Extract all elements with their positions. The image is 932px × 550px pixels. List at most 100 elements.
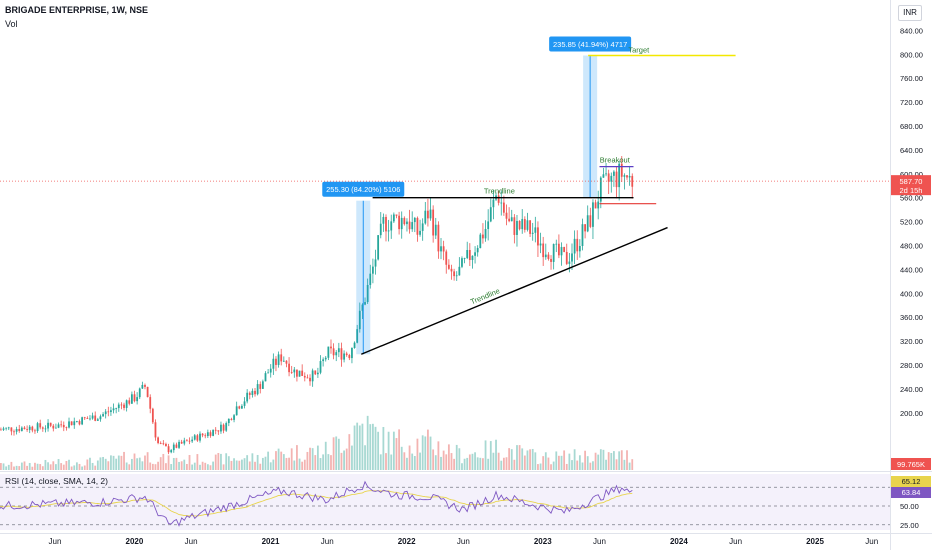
candle-body xyxy=(463,258,466,259)
candle-body xyxy=(199,433,201,441)
volume-bar xyxy=(275,451,277,470)
candle-body xyxy=(277,354,280,365)
volume-bar xyxy=(112,455,115,470)
volume-bar xyxy=(442,450,445,470)
candle-body xyxy=(502,202,505,213)
volume-bar xyxy=(201,461,204,470)
volume-bar xyxy=(301,461,304,470)
candle-body xyxy=(285,360,288,364)
volume-bar xyxy=(162,453,165,470)
candle-body xyxy=(99,416,102,420)
candle-body xyxy=(204,435,207,437)
volume-bar xyxy=(94,465,97,470)
volume-bar xyxy=(382,426,385,470)
volume-label[interactable]: Vol xyxy=(5,19,18,29)
volume-bar xyxy=(364,445,366,470)
volume-bar xyxy=(151,463,154,470)
volume-bar xyxy=(487,458,490,470)
candle-body xyxy=(165,443,167,447)
volume-bar xyxy=(230,460,233,470)
volume-bar xyxy=(628,462,631,470)
volume-bar xyxy=(429,436,432,470)
volume-bar xyxy=(523,455,526,470)
candle-body xyxy=(492,199,495,208)
candle-body xyxy=(322,359,325,362)
volume-bar xyxy=(526,450,529,470)
candle-body xyxy=(447,264,450,269)
volume-bar xyxy=(238,460,241,470)
candle-body xyxy=(387,230,390,232)
volume-bar xyxy=(421,435,424,470)
volume-bar xyxy=(99,457,102,470)
time-tick-label: 2025 xyxy=(806,537,824,546)
candle-body xyxy=(429,209,432,219)
time-tick-label: Jun xyxy=(49,537,62,546)
candle-body xyxy=(269,368,272,373)
candle-body xyxy=(123,404,125,408)
rsi-indicator-label[interactable]: RSI (14, close, SMA, 14, 2) xyxy=(5,476,108,486)
volume-bar xyxy=(492,452,495,470)
last-price-badge: 2d 15h xyxy=(900,186,923,195)
rsi-pane-background xyxy=(0,474,890,530)
volume-bar xyxy=(206,464,209,470)
volume-bar xyxy=(31,466,34,470)
candle-body xyxy=(374,259,377,267)
price-tick-label: 720.00 xyxy=(900,98,923,107)
volume-bar xyxy=(261,457,264,470)
last-price-badge: 587.70 xyxy=(900,177,923,186)
currency-selector[interactable]: INR xyxy=(898,5,922,21)
candle-body xyxy=(41,427,44,429)
candle-body xyxy=(60,424,63,426)
volume-bar xyxy=(497,452,500,470)
volume-bar xyxy=(437,441,440,470)
volume-bar xyxy=(542,456,545,470)
volume-badge-box xyxy=(891,458,931,470)
measure-label-box xyxy=(322,181,405,197)
candle-body xyxy=(343,353,345,360)
candle-body xyxy=(91,415,94,419)
candle-body xyxy=(377,235,380,260)
candle-body xyxy=(86,418,89,419)
candle-body xyxy=(442,246,445,252)
time-tick-label: Jun xyxy=(321,537,334,546)
candle-body xyxy=(544,254,547,258)
candle-body xyxy=(120,404,123,406)
volume-bar xyxy=(136,458,139,470)
symbol-title[interactable]: BRIGADE ENTERPRISE, 1W, NSE xyxy=(5,5,149,15)
candle-body xyxy=(523,219,526,230)
candle-body xyxy=(267,372,270,374)
volume-bar xyxy=(599,449,602,470)
candle-body xyxy=(157,437,159,444)
candle-body xyxy=(301,370,304,376)
candle-body xyxy=(316,372,319,375)
candle-body xyxy=(484,229,487,239)
candle-body xyxy=(500,202,503,204)
candle-body xyxy=(78,421,81,425)
volume-bar xyxy=(311,448,314,470)
volume-bar xyxy=(568,453,571,470)
price-tick-label: 760.00 xyxy=(900,74,923,83)
price-tick-label: 520.00 xyxy=(900,218,923,227)
volume-bar xyxy=(222,464,225,470)
candle-body xyxy=(280,354,283,362)
candle-body xyxy=(589,215,592,227)
volume-bar xyxy=(191,464,194,470)
volume-bar xyxy=(539,463,542,470)
candle-body xyxy=(571,253,573,262)
volume-bar xyxy=(573,449,576,470)
candle-body xyxy=(421,223,424,231)
volume-bar xyxy=(175,457,178,470)
volume-bar xyxy=(167,455,170,470)
volume-bar xyxy=(351,445,353,470)
volume-bar xyxy=(0,463,2,470)
candle-body xyxy=(482,234,484,239)
volume-bar xyxy=(607,452,610,470)
candle-body xyxy=(599,177,602,202)
candle-body xyxy=(138,388,141,398)
rsi-level-label: 50.00 xyxy=(900,502,919,511)
candle-body xyxy=(518,220,521,230)
price-tick-label: 840.00 xyxy=(900,26,923,35)
candle-body xyxy=(539,243,542,246)
